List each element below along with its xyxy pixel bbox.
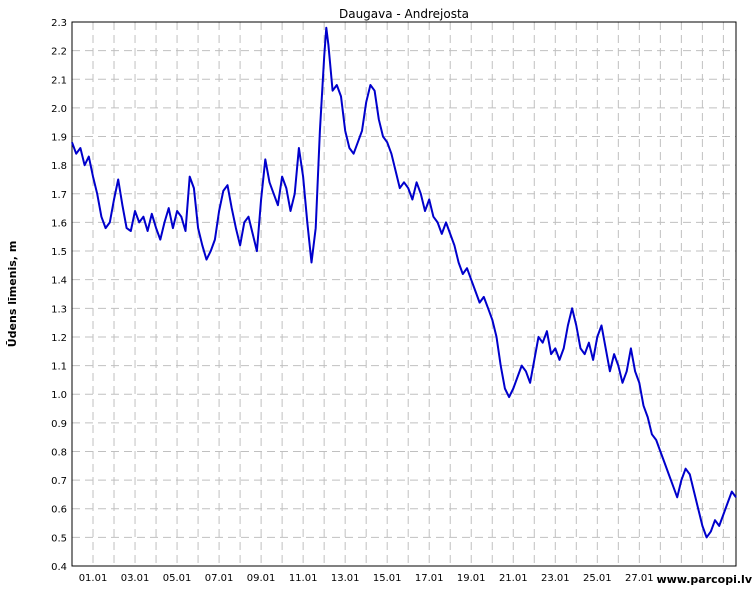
x-tick-label: 17.01 [415,573,444,584]
x-axis-ticks: 01.01 03.01 05.01 07.01 09.01 11.01 13.01 15.01… [79,573,654,584]
x-tick-label: 21.01 [499,573,528,584]
x-tick-label: 11.01 [289,573,318,584]
y-tick-label: 1.8 [51,161,67,172]
y-tick-label: 1.2 [51,333,67,344]
y-tick-label: 0.7 [51,476,67,487]
y-tick-label: 1.4 [51,276,67,287]
y-tick-label: 0.4 [51,562,67,573]
y-tick-label: 1.0 [51,390,67,401]
x-tick-label: 13.01 [331,573,360,584]
x-tick-label: 23.01 [541,573,570,584]
x-tick-label: 27.01 [625,573,654,584]
y-tick-label: 1.3 [51,304,67,315]
y-tick-label: 1.7 [51,190,67,201]
y-tick-label: 1.5 [51,247,67,258]
y-tick-label: 1.1 [51,362,67,373]
y-tick-label: 2.2 [51,47,67,58]
series-line [71,26,737,539]
x-tick-label: 19.01 [457,573,486,584]
y-tick-label: 1.9 [51,133,67,144]
x-tick-label: 15.01 [373,573,402,584]
x-tick-label: 25.01 [583,573,612,584]
y-axis-ticks: 0.4 0.5 0.6 0.7 0.8 0.9 1.0 1.1 1.2 1.3 1.4 1.5 1.6 1… [51,18,67,573]
x-tick-label: 05.01 [163,573,192,584]
watermark: www.parcopi.lv [656,573,752,586]
chart-title: Daugava - Andrejosta [339,7,469,21]
y-tick-label: 0.5 [51,533,67,544]
y-tick-label: 0.6 [51,505,67,516]
y-tick-label: 2.1 [51,75,67,86]
plot-area [71,21,737,567]
x-tick-label: 01.01 [79,573,108,584]
y-tick-label: 1.6 [51,218,67,229]
y-tick-label: 0.8 [51,447,67,458]
series-layer [71,26,737,539]
y-tick-label: 2.3 [51,18,67,29]
y-tick-label: 2.0 [51,104,67,115]
x-tick-label: 07.01 [205,573,234,584]
x-tick-label: 09.01 [247,573,276,584]
y-axis-label: Ūdens līmenis, m [6,241,19,348]
x-tick-label: 03.01 [121,573,150,584]
y-tick-label: 0.9 [51,419,67,430]
